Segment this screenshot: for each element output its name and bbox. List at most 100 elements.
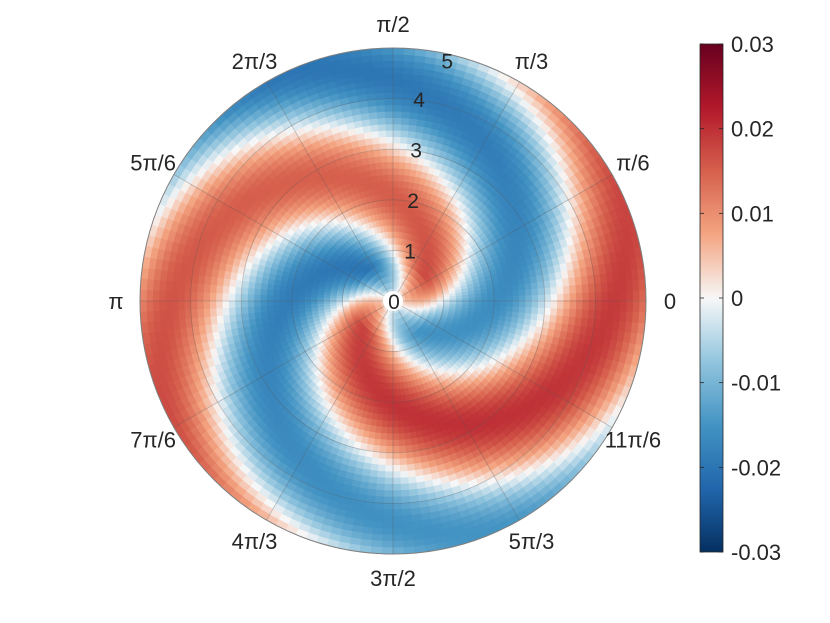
field-cell: [391, 117, 402, 125]
field-cell: [391, 91, 403, 100]
field-cell: [600, 308, 609, 321]
field-cell: [392, 496, 403, 504]
field-cell: [374, 502, 386, 510]
field-cell: [384, 129, 394, 138]
field-cell: [234, 293, 242, 302]
field-cell: [196, 300, 204, 311]
field-cell: [383, 496, 395, 504]
polar-field: [140, 48, 646, 554]
field-cell: [392, 129, 401, 138]
field-cell: [575, 307, 583, 318]
field-cell: [375, 496, 386, 504]
field-cell: [222, 285, 230, 295]
field-cell: [190, 300, 198, 311]
field-cell: [378, 458, 388, 466]
field-cell: [594, 308, 602, 320]
field-cell: [392, 471, 402, 479]
field-cell: [392, 477, 403, 485]
field-cell: [382, 91, 394, 100]
field-cell: [563, 299, 571, 310]
field-cell: [215, 300, 223, 310]
field-cell: [383, 509, 395, 517]
field-cell: [563, 292, 571, 302]
field-cell: [215, 292, 223, 303]
field-cell: [588, 291, 596, 302]
field-cell: [384, 483, 395, 492]
field-cell: [171, 281, 180, 293]
field-cell: [171, 300, 179, 312]
field-cell: [241, 287, 249, 296]
field-cell: [385, 458, 394, 466]
field-cell: [400, 98, 411, 106]
field-cell: [259, 294, 267, 302]
field-cell: [386, 446, 394, 454]
field-cell: [594, 299, 603, 311]
field-cell: [398, 149, 407, 157]
field-cell: [392, 509, 404, 517]
field-cell: [594, 290, 603, 302]
field-cell: [184, 282, 192, 294]
field-cell: [392, 502, 404, 511]
field-cell: [391, 79, 403, 87]
field-cell: [575, 291, 584, 302]
field-cell: [383, 110, 394, 119]
field-cell: [398, 142, 408, 151]
field-cell: [525, 300, 533, 308]
field-cell: [575, 299, 584, 310]
field-cell: [582, 291, 590, 302]
field-cell: [556, 300, 565, 309]
field-cell: [569, 299, 577, 310]
field-cell: [601, 290, 609, 302]
field-cell: [202, 292, 211, 303]
field-cell: [392, 490, 403, 498]
field-cell: [247, 294, 255, 302]
field-cell: [234, 286, 243, 296]
field-cell: [376, 483, 387, 491]
field-cell: [386, 427, 394, 435]
field-cell: [392, 483, 403, 492]
field-cell: [391, 110, 402, 119]
field-cell: [209, 284, 217, 295]
field-cell: [550, 300, 558, 309]
field-cell: [196, 292, 204, 303]
field-cell: [382, 85, 394, 93]
field-cell: [519, 300, 527, 308]
field-cell: [392, 148, 400, 156]
field-cell: [399, 117, 410, 125]
field-cell: [399, 111, 410, 119]
field-cell: [537, 306, 545, 315]
field-cell: [392, 155, 400, 163]
field-cell: [376, 477, 387, 485]
field-cell: [221, 293, 230, 302]
field-cell: [383, 98, 394, 106]
field-cell: [398, 136, 408, 144]
field-cell: [531, 300, 539, 308]
field-cell: [543, 306, 552, 316]
field-cell: [391, 104, 402, 112]
field-cell: [228, 293, 236, 302]
field-cell: [203, 284, 211, 295]
field-cell: [607, 290, 615, 302]
field-cell: [556, 292, 565, 302]
field-cell: [392, 136, 401, 144]
field-cell: [399, 130, 409, 138]
field-cell: [196, 283, 205, 294]
field-cell: [384, 471, 395, 479]
field-cell: [581, 308, 590, 319]
field-cell: [384, 123, 394, 131]
field-cell: [177, 291, 185, 303]
field-cell: [177, 281, 186, 294]
field-cell: [373, 508, 386, 517]
field-cell: [386, 439, 394, 447]
field-cell: [569, 291, 577, 302]
field-cell: [375, 489, 386, 498]
field-cell: [383, 104, 394, 112]
field-cell: [190, 283, 198, 294]
field-cell: [392, 161, 400, 169]
field-cell: [215, 285, 224, 295]
field-cell: [556, 307, 564, 317]
field-cell: [383, 117, 394, 125]
field-cell: [240, 294, 248, 302]
field-cell: [391, 98, 403, 106]
